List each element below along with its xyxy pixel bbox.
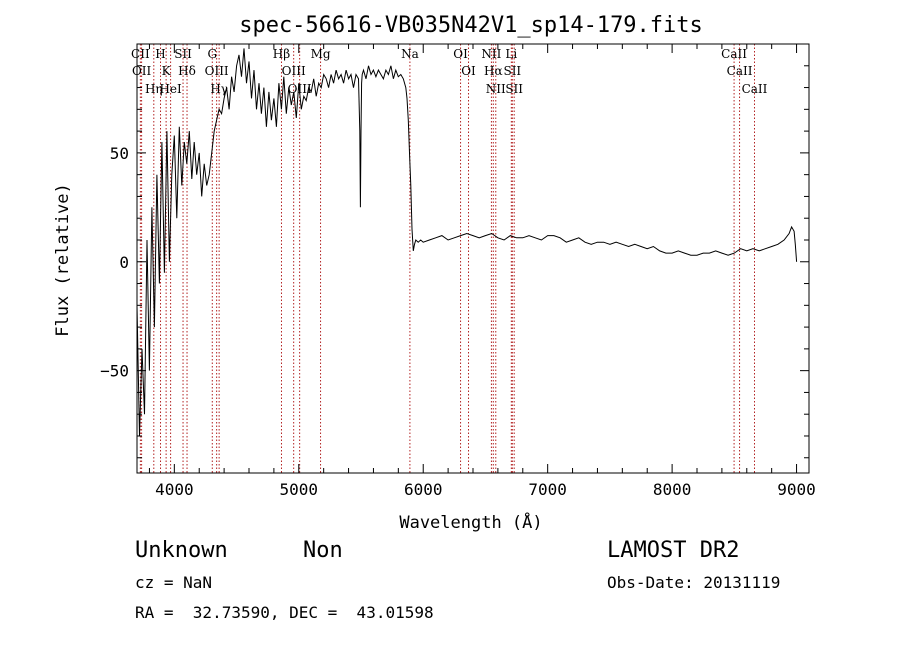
y-tick-label: 50 (110, 144, 129, 163)
y-axis: −50 0 50 (100, 65, 809, 459)
line-label: K (162, 64, 172, 78)
line-label: OIII (282, 64, 306, 78)
line-label: CaII (721, 47, 747, 61)
line-label: CaII (742, 82, 768, 96)
line-label: Hα (484, 64, 503, 78)
line-label: Li (505, 47, 517, 61)
redshift-cz: cz = NaN (135, 573, 213, 592)
x-tick-label: 9000 (777, 480, 816, 499)
line-label: H (155, 47, 165, 61)
survey-name: LAMOST DR2 (607, 538, 740, 563)
line-label: SII (505, 82, 523, 96)
line-label: OI (453, 47, 468, 61)
x-tick-label: 7000 (528, 480, 567, 499)
object-class: Unknown (135, 538, 228, 563)
line-label: G (207, 47, 217, 61)
line-label: Hδ (178, 64, 196, 78)
line-label: Hγ (210, 82, 228, 96)
x-tick-label: 5000 (280, 480, 319, 499)
object-subclass: Non (303, 538, 343, 563)
spectrum-line (136, 48, 798, 437)
y-tick-label: 0 (119, 253, 129, 272)
line-markers (139, 44, 755, 473)
line-label: NII (481, 47, 501, 61)
observation-date: Obs-Date: 20131119 (607, 573, 781, 592)
line-label: Mg (311, 47, 331, 61)
line-label: OIII (205, 64, 229, 78)
x-tick-label: 4000 (155, 480, 194, 499)
chart-title: spec-56616-VB035N42V1_sp14-179.fits (239, 13, 703, 38)
x-axis: 4000 5000 6000 7000 8000 9000 (148, 44, 816, 499)
plot-frame (136, 43, 810, 474)
line-label: Hβ (273, 47, 290, 61)
ra-dec-coordinates: RA = 32.73590, DEC = 43.01598 (135, 603, 434, 622)
line-label: Hη (145, 82, 163, 96)
line-label: OI (461, 64, 476, 78)
y-tick-label: −50 (100, 362, 129, 381)
y-axis-label: Flux (relative) (53, 183, 73, 337)
x-tick-label: 6000 (404, 480, 443, 499)
line-label: SII (174, 47, 192, 61)
line-label: CaII (727, 64, 753, 78)
line-label: HeI (159, 82, 182, 96)
line-label: Na (401, 47, 419, 61)
series-layer (136, 48, 798, 437)
x-tick-label: 8000 (653, 480, 692, 499)
line-label: CII (131, 47, 150, 61)
x-axis-label: Wavelength (Å) (399, 511, 542, 533)
line-label: NII (486, 82, 506, 96)
line-label: SII (503, 64, 521, 78)
